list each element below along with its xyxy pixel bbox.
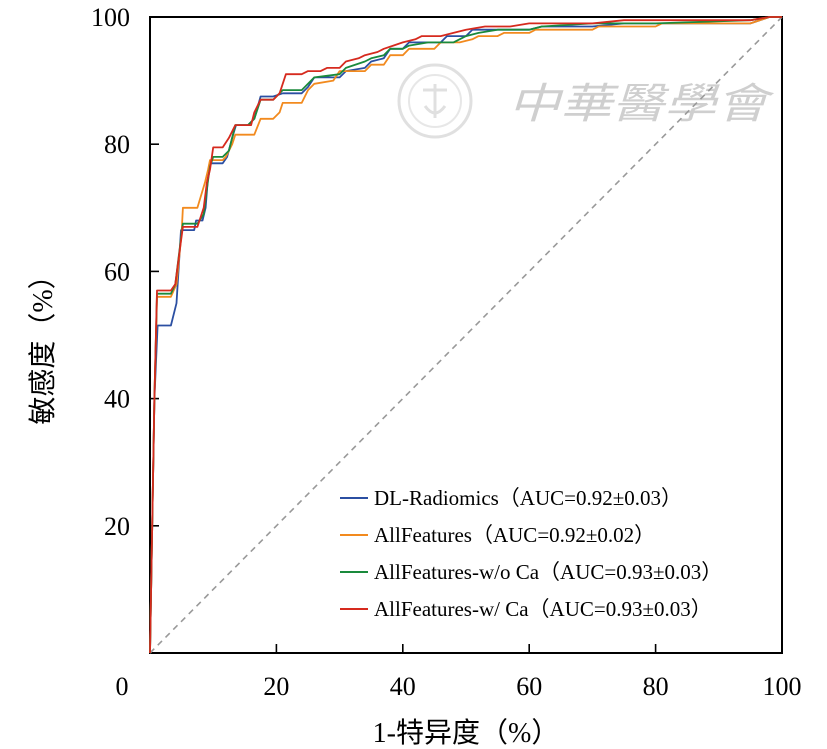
series-line-2	[149, 16, 782, 654]
series-line-1	[149, 16, 782, 654]
legend-label-4: AllFeatures-w/ Ca（AUC=0.93±0.03）	[374, 597, 712, 621]
y-tick-label: 40	[104, 385, 130, 414]
plot-frame	[149, 16, 783, 654]
x-axis-title: 1-特异度（%）	[373, 717, 560, 749]
x-tick-label: 80	[643, 672, 669, 701]
legend-label-2: AllFeatures（AUC=0.92±0.02）	[374, 523, 655, 547]
series-line-4	[149, 16, 782, 654]
y-tick-label: 20	[104, 512, 130, 541]
x-tick-label: 100	[763, 672, 802, 701]
legend-label-1: DL-Radiomics（AUC=0.92±0.03）	[374, 486, 682, 510]
x-tick-label: 60	[516, 672, 542, 701]
chance-reference-line	[149, 16, 783, 654]
x-tick-label: 20	[263, 672, 289, 701]
axis-ticks	[150, 143, 657, 653]
y-tick-label: 60	[104, 257, 130, 286]
watermark: 中華醫學會	[397, 63, 775, 139]
watermark-emblem	[397, 63, 473, 139]
x-tick-label: 0	[116, 672, 129, 701]
watermark-text: 中華醫學會	[508, 79, 775, 128]
x-tick-label: 40	[390, 672, 416, 701]
series-line-3	[149, 16, 782, 654]
y-tick-label: 100	[91, 3, 130, 32]
legend-label-3: AllFeatures-w/o Ca（AUC=0.93±0.03）	[374, 560, 722, 584]
roc-series	[149, 16, 782, 654]
y-axis-title: 敏感度（%）	[27, 261, 59, 424]
legend: DL-Radiomics（AUC=0.92±0.03） AllFeatures（A…	[340, 486, 722, 621]
y-tick-label: 80	[104, 130, 130, 159]
x-tick-labels: 0 20 40 60 80 100	[116, 672, 802, 701]
y-tick-labels: 20 40 60 80 100	[91, 3, 130, 541]
